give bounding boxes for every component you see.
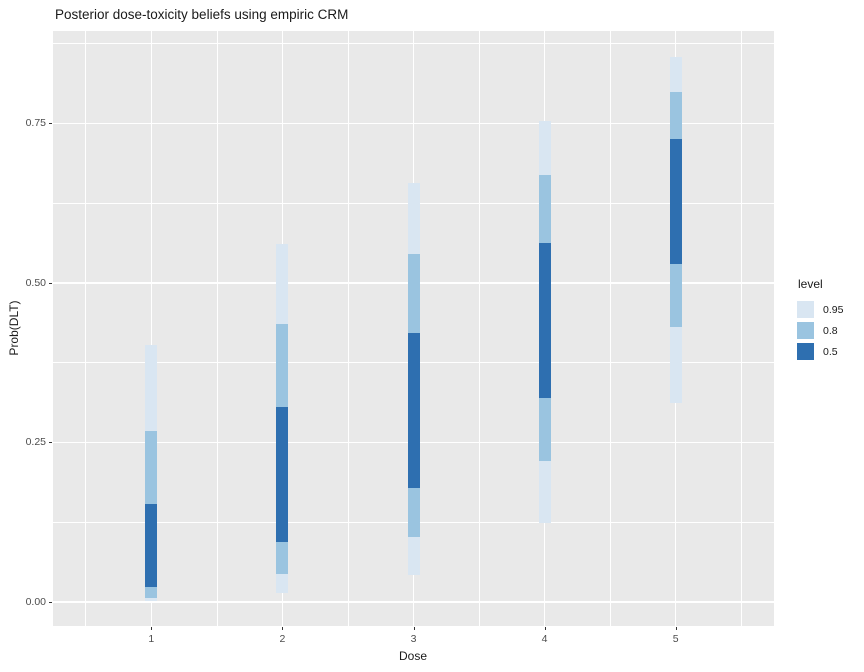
interval-bar-p50-dose-5	[669, 138, 682, 264]
gridline-x-minor	[216, 31, 218, 626]
legend-entry-label: 0.95	[823, 303, 844, 316]
legend-entry: 0.8	[797, 322, 843, 339]
x-tick-label: 3	[410, 633, 417, 645]
legend-entry-label: 0.8	[823, 324, 838, 337]
legend-entry: 0.5	[797, 343, 843, 360]
legend-title: level	[798, 277, 823, 291]
x-axis-title: Dose	[398, 649, 428, 663]
x-tick-label: 4	[541, 633, 548, 645]
gridline-x-minor	[347, 31, 349, 626]
plot-panel	[53, 31, 774, 626]
legend: level 0.95 0.8 0.5	[797, 277, 843, 364]
x-tick-label: 1	[148, 633, 155, 645]
gridline-x-minor	[740, 31, 742, 626]
x-tick-label: 2	[279, 633, 286, 645]
interval-bar-p50-dose-3	[407, 333, 420, 488]
legend-key-swatch	[797, 322, 814, 339]
legend-entries: 0.95 0.8 0.5	[797, 301, 843, 360]
x-tick-mark	[544, 627, 546, 630]
y-tick-mark	[49, 601, 52, 603]
gridline-x-minor	[478, 31, 480, 626]
chart-title: Posterior dose-toxicity beliefs using em…	[55, 7, 349, 22]
legend-key-color	[797, 301, 814, 318]
y-tick-label: 0.25	[25, 436, 46, 449]
y-tick-mark	[49, 282, 52, 284]
interval-bar-p50-dose-4	[538, 243, 551, 398]
legend-entry-label: 0.5	[823, 345, 838, 358]
y-tick-label: 0.50	[25, 276, 46, 289]
gridline-x-minor	[85, 31, 87, 626]
x-tick-mark	[413, 627, 415, 630]
interval-bar-p50-dose-1	[145, 504, 158, 588]
gridline-x-major	[150, 31, 153, 626]
gridline-x-minor	[609, 31, 611, 626]
y-tick-label: 0.75	[25, 117, 46, 130]
y-tick-mark	[49, 123, 52, 125]
x-tick-mark	[151, 627, 153, 630]
x-tick-mark	[675, 627, 677, 630]
interval-bar-p50-dose-2	[276, 407, 289, 542]
legend-entry: 0.95	[797, 301, 843, 318]
y-tick-label: 0.00	[25, 595, 46, 608]
legend-key-swatch	[797, 343, 814, 360]
x-tick-label: 5	[672, 633, 679, 645]
x-tick-mark	[282, 627, 284, 630]
legend-key-swatch	[797, 301, 814, 318]
legend-key-color	[797, 322, 814, 339]
y-tick-mark	[49, 442, 52, 444]
legend-key-color	[797, 343, 814, 360]
y-axis-title: Prob(DLT)	[7, 300, 21, 356]
